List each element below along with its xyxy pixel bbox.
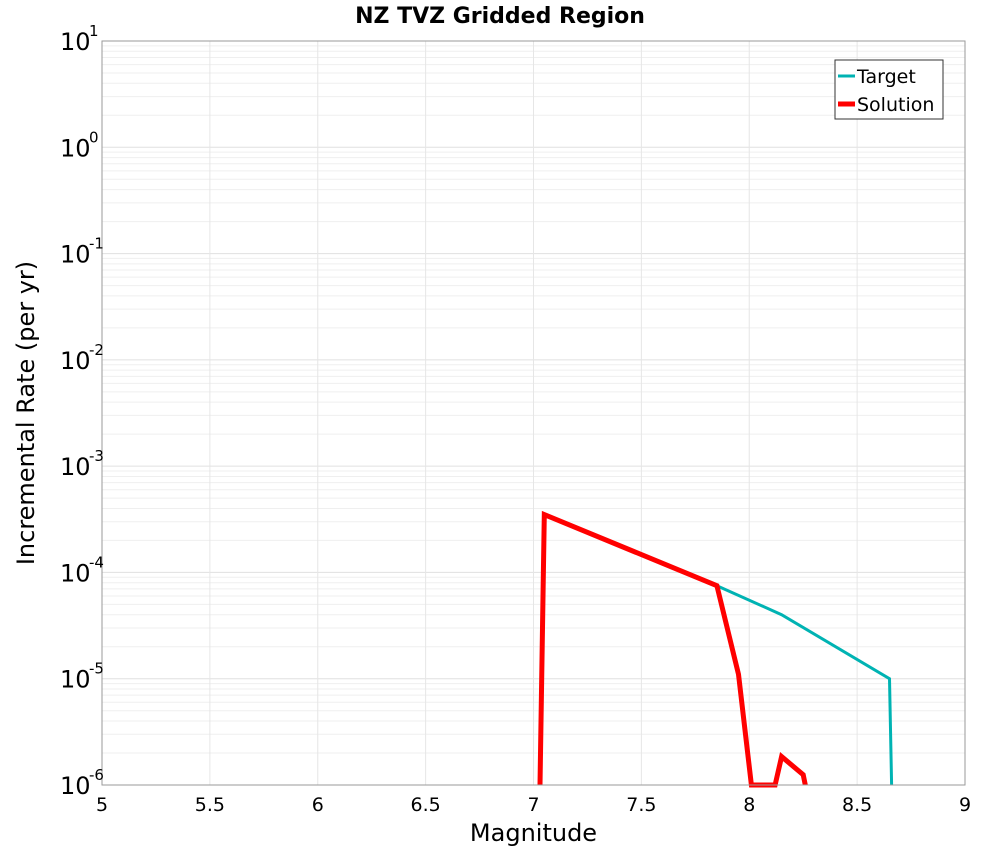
y-tick-exponent: -2 [89, 341, 104, 359]
chart-title: NZ TVZ Gridded Region [355, 4, 645, 29]
x-tick-label: 7 [527, 794, 539, 816]
y-tick-label: 10-5 [60, 660, 104, 694]
y-tick-label: 10-2 [60, 341, 104, 375]
y-tick-label: 10-1 [60, 235, 104, 269]
legend-box [834, 59, 944, 120]
y-tick-exponent: 0 [89, 128, 99, 146]
x-tick-labels: 5 5.5 6 6.5 7 7.5 8 8.5 9 [96, 794, 971, 816]
y-tick-base: 10 [60, 134, 91, 162]
x-axis-label: Magnitude [470, 819, 597, 847]
grid [101, 41, 966, 786]
y-tick-label: 10-4 [60, 553, 104, 587]
y-tick-label: 101 [60, 22, 99, 56]
y-tick-base: 10 [60, 666, 91, 694]
x-tick-label: 6.5 [411, 794, 441, 816]
x-tick-label: 6 [312, 794, 324, 816]
legend: Target Solution [834, 59, 944, 120]
y-tick-exponent: -4 [89, 553, 104, 571]
legend-label-solution: Solution [857, 94, 934, 116]
y-tick-exponent: -5 [89, 660, 104, 678]
y-tick-base: 10 [60, 347, 91, 375]
x-tick-label: 5.5 [195, 794, 225, 816]
y-tick-base: 10 [60, 559, 91, 587]
series-line-target [716, 584, 894, 786]
y-tick-base: 10 [60, 241, 91, 269]
y-axis-label: Incremental Rate (per yr) [12, 261, 40, 565]
x-tick-label: 9 [959, 794, 971, 816]
x-tick-label: 8 [743, 794, 755, 816]
x-tick-label: 5 [96, 794, 108, 816]
y-tick-label: 100 [60, 128, 99, 162]
y-tick-exponent: -3 [89, 447, 104, 465]
y-tick-base: 10 [60, 453, 91, 481]
y-tick-base: 10 [60, 28, 91, 56]
x-tick-label: 8.5 [842, 794, 872, 816]
y-tick-exponent: -1 [89, 235, 104, 253]
y-tick-label: 10-3 [60, 447, 104, 481]
y-tick-base: 10 [60, 772, 91, 800]
y-tick-exponent: -6 [89, 766, 104, 784]
x-tick-label: 7.5 [626, 794, 656, 816]
y-tick-exponent: 1 [89, 22, 99, 40]
y-tick-label: 10-6 [60, 766, 104, 800]
legend-label-target: Target [856, 66, 916, 88]
plot-frame [101, 40, 966, 786]
